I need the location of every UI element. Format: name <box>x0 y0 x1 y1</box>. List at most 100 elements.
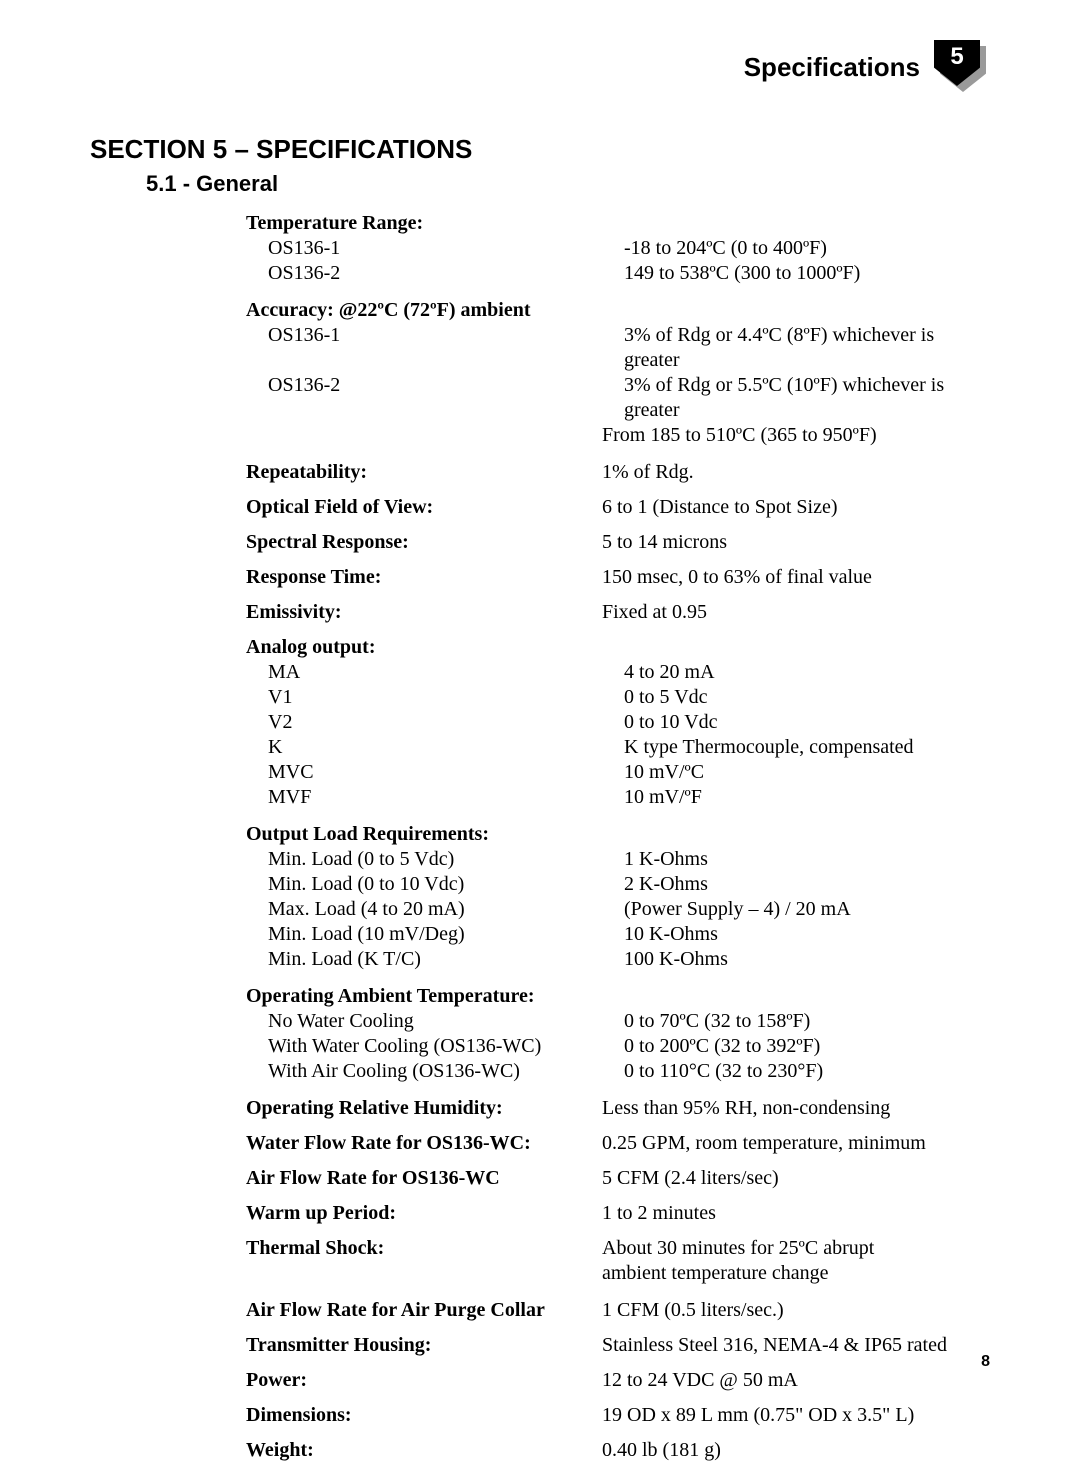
spec-label: Thermal Shock: <box>246 1236 602 1261</box>
spec-value: 10 K-Ohms <box>624 922 990 947</box>
spec-value: 10 mV/ºC <box>624 760 990 785</box>
spec-label: Repeatability: <box>246 460 602 485</box>
spec-housing: Transmitter Housing:Stainless Steel 316,… <box>246 1333 990 1358</box>
spec-value: 1% of Rdg. <box>602 460 990 485</box>
specs-body: Temperature Range: OS136-1-18 to 204ºC (… <box>246 211 990 1463</box>
spec-sub-label: OS136-1 <box>246 236 624 261</box>
spec-value: 12 to 24 VDC @ 50 mA <box>602 1368 990 1393</box>
spec-sub-label: Min. Load (0 to 5 Vdc) <box>246 847 624 872</box>
spec-value: 149 to 538ºC (300 to 1000ºF) <box>624 261 990 286</box>
spec-sub-label: V1 <box>246 685 624 710</box>
spec-value: 1 to 2 minutes <box>602 1201 990 1226</box>
spec-sub-label: OS136-2 <box>246 373 624 423</box>
spec-air-flow-wc: Air Flow Rate for OS136-WC5 CFM (2.4 lit… <box>246 1166 990 1191</box>
spec-warm-up: Warm up Period:1 to 2 minutes <box>246 1201 990 1226</box>
spec-value: 0 to 70ºC (32 to 158ºF) <box>624 1009 990 1034</box>
spec-sub-label: V2 <box>246 710 624 735</box>
spec-output-load: Output Load Requirements: Min. Load (0 t… <box>246 822 990 972</box>
spec-value: 0 to 10 Vdc <box>624 710 990 735</box>
spec-label: Dimensions: <box>246 1403 602 1428</box>
spec-humidity: Operating Relative Humidity:Less than 95… <box>246 1096 990 1121</box>
spec-repeatability: Repeatability:1% of Rdg. <box>246 460 990 485</box>
spec-value: 5 to 14 microns <box>602 530 990 555</box>
spec-optical-fov: Optical Field of View:6 to 1 (Distance t… <box>246 495 990 520</box>
spec-value: 0 to 200ºC (32 to 392ºF) <box>624 1034 990 1059</box>
section-badge: 5 <box>934 40 990 94</box>
spec-sub-label: No Water Cooling <box>246 1009 624 1034</box>
spec-value: 10 mV/ºF <box>624 785 990 810</box>
spec-sub-label: MVF <box>246 785 624 810</box>
spec-value: 1 CFM (0.5 liters/sec.) <box>602 1298 990 1323</box>
spec-value: 100 K-Ohms <box>624 947 990 972</box>
header-title: Specifications <box>744 52 920 83</box>
spec-value: 1 K-Ohms <box>624 847 990 872</box>
spec-sub-label: Max. Load (4 to 20 mA) <box>246 897 624 922</box>
spec-label: Air Flow Rate for OS136-WC <box>246 1166 602 1191</box>
spec-response-time: Response Time:150 msec, 0 to 63% of fina… <box>246 565 990 590</box>
spec-sub-label: MA <box>246 660 624 685</box>
spec-sub-label: K <box>246 735 624 760</box>
spec-label: Analog output: <box>246 635 602 660</box>
spec-sub-label: OS136-2 <box>246 261 624 286</box>
spec-value: ambient temperature change <box>602 1261 990 1286</box>
spec-label: Weight: <box>246 1438 602 1463</box>
spec-sub-label: With Air Cooling (OS136-WC) <box>246 1059 624 1084</box>
spec-label: Optical Field of View: <box>246 495 602 520</box>
spec-label: Water Flow Rate for OS136-WC: <box>246 1131 602 1156</box>
spec-value: 0.40 lb (181 g) <box>602 1438 990 1463</box>
spec-value: 3% of Rdg or 4.4ºC (8ºF) whichever is gr… <box>624 323 990 373</box>
spec-accuracy: Accuracy: @22ºC (72ºF) ambient OS136-13%… <box>246 298 990 448</box>
page-number: 8 <box>981 1353 990 1371</box>
spec-label: Power: <box>246 1368 602 1393</box>
spec-value: 6 to 1 (Distance to Spot Size) <box>602 495 990 520</box>
spec-sub-label: Min. Load (10 mV/Deg) <box>246 922 624 947</box>
spec-label: Output Load Requirements: <box>246 822 602 847</box>
page-header: Specifications 5 <box>90 40 990 94</box>
spec-weight: Weight:0.40 lb (181 g) <box>246 1438 990 1463</box>
spec-label: Emissivity: <box>246 600 602 625</box>
spec-sub-label: Min. Load (K T/C) <box>246 947 624 972</box>
subsection-title: 5.1 - General <box>146 171 990 197</box>
spec-value: 2 K-Ohms <box>624 872 990 897</box>
spec-label: Spectral Response: <box>246 530 602 555</box>
spec-label: Response Time: <box>246 565 602 590</box>
spec-sub-label: Min. Load (0 to 10 Vdc) <box>246 872 624 897</box>
spec-temperature-range: Temperature Range: OS136-1-18 to 204ºC (… <box>246 211 990 286</box>
spec-sub-label: OS136-1 <box>246 323 624 373</box>
spec-value: About 30 minutes for 25ºC abrupt <box>602 1236 990 1261</box>
spec-label: Operating Relative Humidity: <box>246 1096 602 1121</box>
spec-dimensions: Dimensions:19 OD x 89 L mm (0.75" OD x 3… <box>246 1403 990 1428</box>
spec-label: Air Flow Rate for Air Purge Collar <box>246 1298 602 1323</box>
spec-value: Fixed at 0.95 <box>602 600 990 625</box>
spec-thermal-shock: Thermal Shock:About 30 minutes for 25ºC … <box>246 1236 990 1286</box>
spec-label: Operating Ambient Temperature: <box>246 984 602 1009</box>
spec-label: Accuracy: @22ºC (72ºF) ambient <box>246 298 602 323</box>
spec-value: -18 to 204ºC (0 to 400ºF) <box>624 236 990 261</box>
spec-value: 0.25 GPM, room temperature, minimum <box>602 1131 990 1156</box>
spec-air-flow-purge: Air Flow Rate for Air Purge Collar1 CFM … <box>246 1298 990 1323</box>
spec-operating-temp: Operating Ambient Temperature: No Water … <box>246 984 990 1084</box>
spec-value: Less than 95% RH, non-condensing <box>602 1096 990 1121</box>
spec-value: 4 to 20 mA <box>624 660 990 685</box>
spec-value: 5 CFM (2.4 liters/sec) <box>602 1166 990 1191</box>
spec-power: Power:12 to 24 VDC @ 50 mA <box>246 1368 990 1393</box>
spec-value: From 185 to 510ºC (365 to 950ºF) <box>602 423 990 448</box>
spec-label: Warm up Period: <box>246 1201 602 1226</box>
spec-label: Transmitter Housing: <box>246 1333 602 1358</box>
spec-value: K type Thermocouple, compensated <box>624 735 990 760</box>
spec-water-flow: Water Flow Rate for OS136-WC:0.25 GPM, r… <box>246 1131 990 1156</box>
spec-analog-output: Analog output: MA4 to 20 mA V10 to 5 Vdc… <box>246 635 990 810</box>
spec-value: 19 OD x 89 L mm (0.75" OD x 3.5" L) <box>602 1403 990 1428</box>
spec-spectral: Spectral Response:5 to 14 microns <box>246 530 990 555</box>
spec-value: 0 to 110°C (32 to 230°F) <box>624 1059 990 1084</box>
spec-value: Stainless Steel 316, NEMA-4 & IP65 rated <box>602 1333 990 1358</box>
spec-label: Temperature Range: <box>246 211 602 236</box>
spec-value: 3% of Rdg or 5.5ºC (10ºF) whichever is g… <box>624 373 990 423</box>
spec-emissivity: Emissivity:Fixed at 0.95 <box>246 600 990 625</box>
badge-number: 5 <box>950 43 963 71</box>
spec-sub-label: With Water Cooling (OS136-WC) <box>246 1034 624 1059</box>
spec-value: (Power Supply – 4) / 20 mA <box>624 897 990 922</box>
spec-value: 0 to 5 Vdc <box>624 685 990 710</box>
section-title: SECTION 5 – SPECIFICATIONS <box>90 134 990 165</box>
spec-value: 150 msec, 0 to 63% of final value <box>602 565 990 590</box>
